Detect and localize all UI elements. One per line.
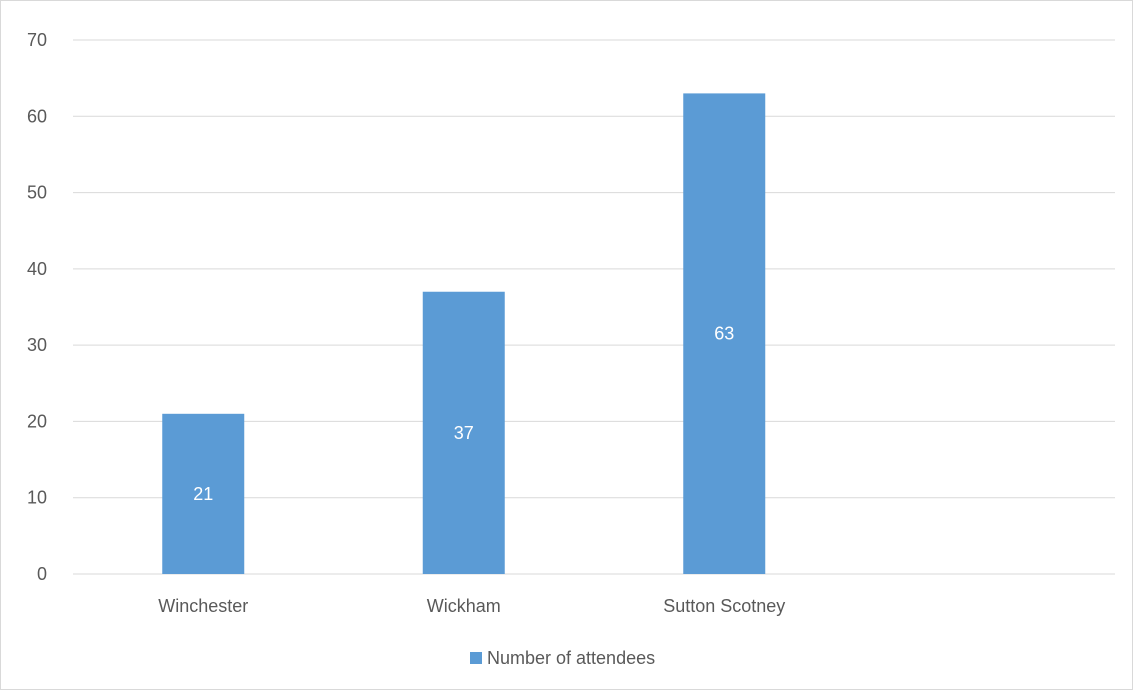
legend-label: Number of attendees xyxy=(487,648,655,668)
x-category-label: Winchester xyxy=(158,596,248,616)
data-labels: 21 37 63 xyxy=(193,324,734,504)
bars xyxy=(162,93,766,575)
y-tick-label: 30 xyxy=(27,335,47,355)
y-tick-label: 0 xyxy=(37,564,47,584)
data-label: 37 xyxy=(454,423,474,443)
data-label: 21 xyxy=(193,484,213,504)
bar xyxy=(162,413,245,574)
y-tick-label: 20 xyxy=(27,411,47,431)
y-tick-label: 70 xyxy=(27,30,47,50)
x-category-label: Wickham xyxy=(427,596,501,616)
y-tick-label: 60 xyxy=(27,106,47,126)
y-tick-label: 40 xyxy=(27,259,47,279)
bar xyxy=(422,291,505,574)
data-label: 63 xyxy=(714,324,734,344)
legend: Number of attendees xyxy=(470,648,655,668)
x-category-label: Sutton Scotney xyxy=(663,596,785,616)
y-tick-label: 10 xyxy=(27,488,47,508)
y-tick-label: 50 xyxy=(27,183,47,203)
gridlines xyxy=(73,39,1115,575)
legend-swatch xyxy=(470,652,482,664)
bar xyxy=(683,93,766,575)
x-axis-categories: Winchester Wickham Sutton Scotney xyxy=(158,596,785,616)
y-axis-ticks: 0 10 20 30 40 50 60 70 xyxy=(27,30,47,584)
